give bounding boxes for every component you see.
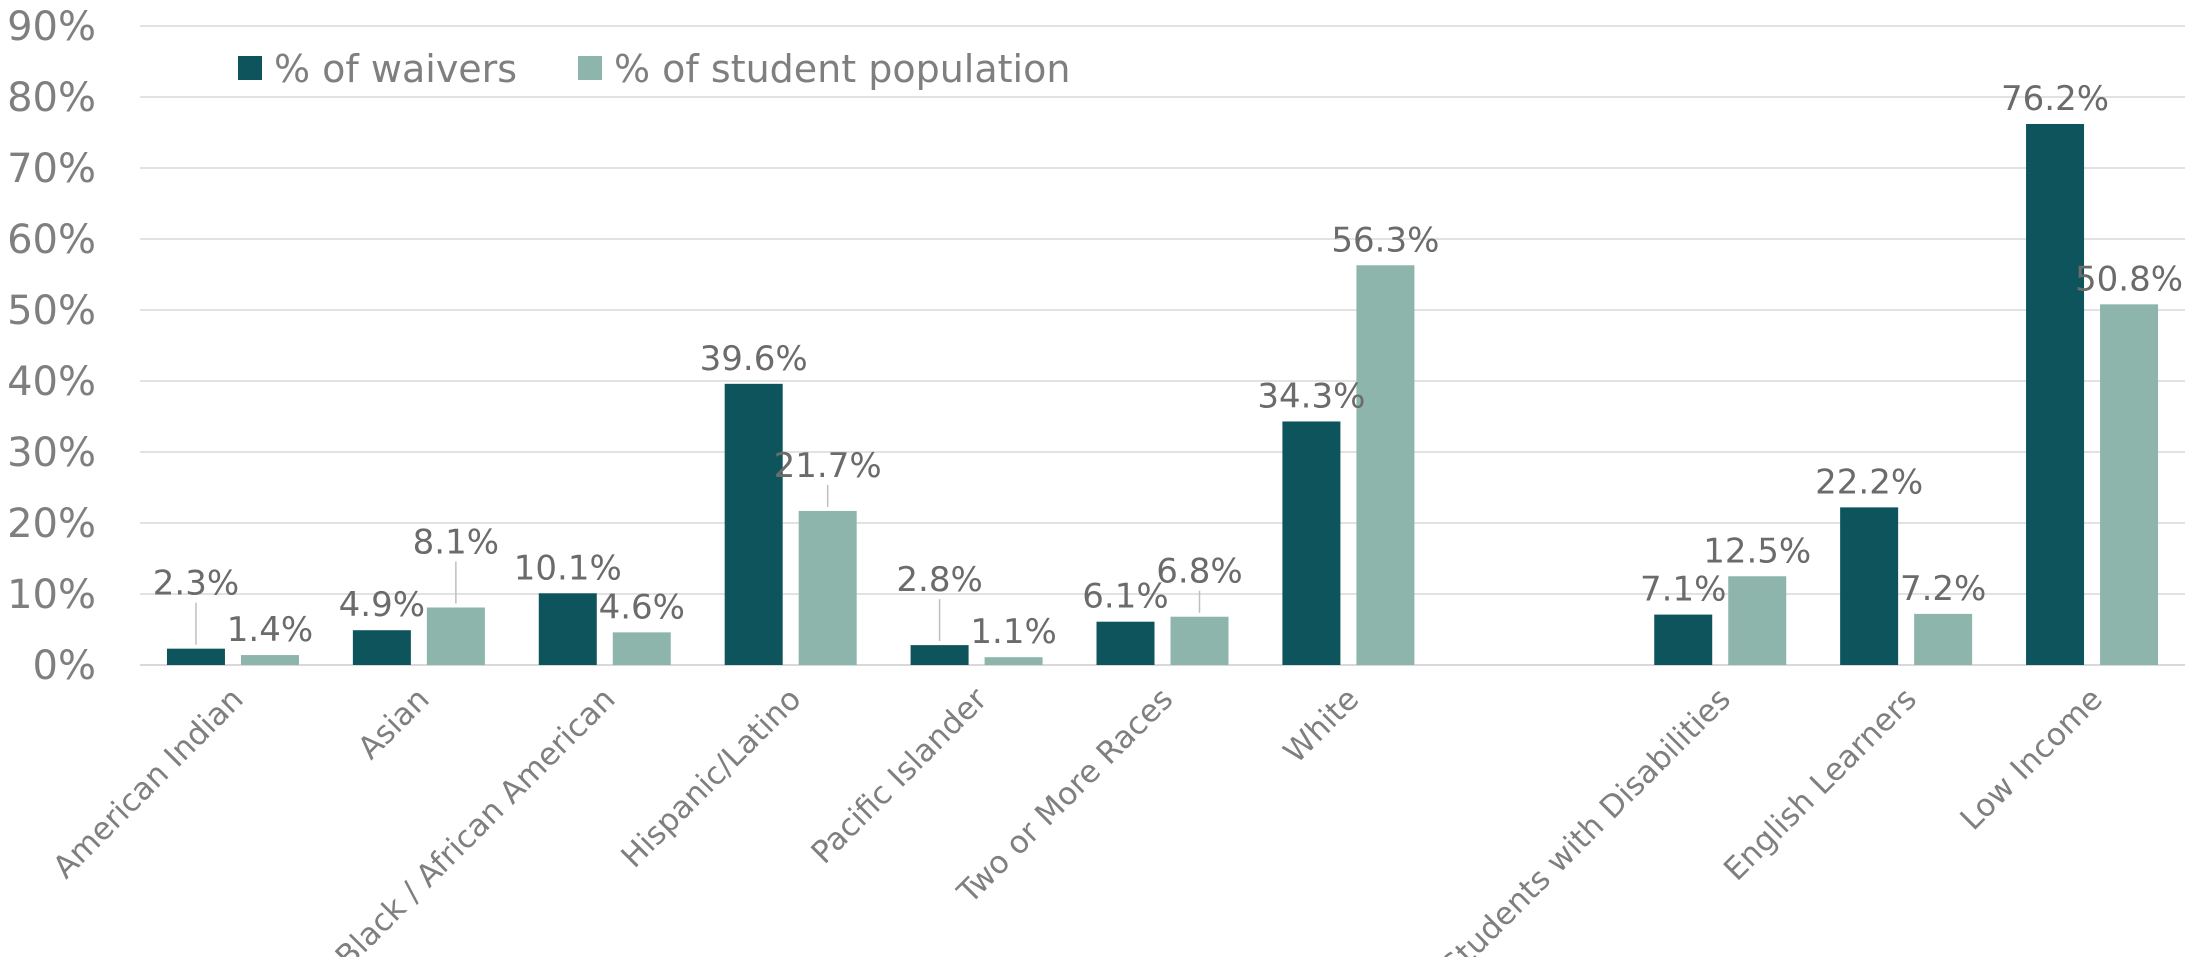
data-label-waivers: 34.3% [1257,376,1365,416]
data-label-student-population: 1.4% [227,610,313,650]
x-category-label: White [1277,681,1366,770]
bar-waivers [724,383,783,665]
data-label-waivers: 22.2% [1815,462,1923,502]
data-label-student-population: 7.2% [1900,569,1986,609]
y-tick-label: 30% [7,430,96,476]
bar-student-population [984,657,1043,665]
data-label-student-population: 4.6% [599,587,685,627]
y-tick-label: 20% [7,501,96,547]
x-category-label: Students with Disabilities [1435,681,1738,957]
y-tick-label: 50% [7,288,96,334]
x-category-label: Hispanic/Latino [614,681,808,875]
x-category-label: Asian [351,681,436,766]
legend-swatch-waivers [238,56,262,80]
bar-waivers [166,648,225,665]
data-label-waivers: 76.2% [2001,79,2109,119]
bar-student-population [1356,265,1415,665]
x-category-label: American Indian [46,681,250,885]
data-label-student-population: 8.1% [413,522,499,562]
data-label-waivers: 39.6% [700,339,808,379]
data-label-waivers: 2.8% [896,560,982,600]
y-tick-label: 70% [7,146,96,192]
bars [166,123,2159,666]
data-label-student-population: 1.1% [970,612,1056,652]
bar-student-population [2100,304,2159,665]
bar-waivers [1282,421,1341,665]
bar-waivers [1096,621,1155,665]
y-tick-label: 40% [7,359,96,405]
bar-waivers [910,645,969,665]
data-label-waivers: 6.1% [1082,577,1168,617]
data-label-waivers: 4.9% [339,585,425,625]
bar-student-population [798,510,857,665]
x-category-label: Pacific Islander [804,681,994,871]
bar-waivers [2026,123,2085,666]
legend-swatch-student-population [578,56,602,80]
bar-student-population [426,607,485,665]
data-label-student-population: 6.8% [1156,552,1242,592]
legend-label-student-population: % of student population [614,47,1070,91]
y-tick-label: 80% [7,75,96,121]
bar-waivers [1654,614,1713,665]
y-tick-label: 60% [7,217,96,263]
data-label-student-population: 12.5% [1703,531,1811,571]
bar-student-population [240,655,299,665]
bar-student-population [1170,616,1229,665]
data-label-waivers: 2.3% [153,564,239,604]
legend: % of waivers % of student population [238,47,1070,91]
y-tick-label: 10% [7,572,96,618]
bar-waivers [352,630,411,665]
data-label-leader-lines [195,484,1201,645]
x-category-label: English Learners [1717,681,1924,888]
data-labels: 2.3% 1.4% 4.9% 8.1% 10.1%4.6% 39.6% 21.7% 2.8% 1… [153,79,2183,652]
gridlines [140,25,2185,666]
y-tick-label: 0% [33,643,96,689]
bar-waivers [1840,507,1899,665]
data-label-student-population: 50.8% [2075,259,2183,299]
data-label-student-population: 56.3% [1331,220,1439,260]
legend-label-waivers: % of waivers [274,47,517,91]
y-tick-label: 90% [7,4,96,50]
y-axis-tick-labels: 0% 10% 20% 30% 40% 50% 60% 70% 80% 90% [7,4,96,689]
bar-student-population [1728,576,1787,665]
bar-waivers [538,593,597,665]
bar-student-population [612,632,671,665]
data-label-student-population: 21.7% [774,446,882,486]
data-label-waivers: 7.1% [1640,570,1726,610]
bar-student-population [1914,613,1973,665]
data-label-waivers: 10.1% [514,548,622,588]
x-category-label: Low Income [1953,681,2109,837]
